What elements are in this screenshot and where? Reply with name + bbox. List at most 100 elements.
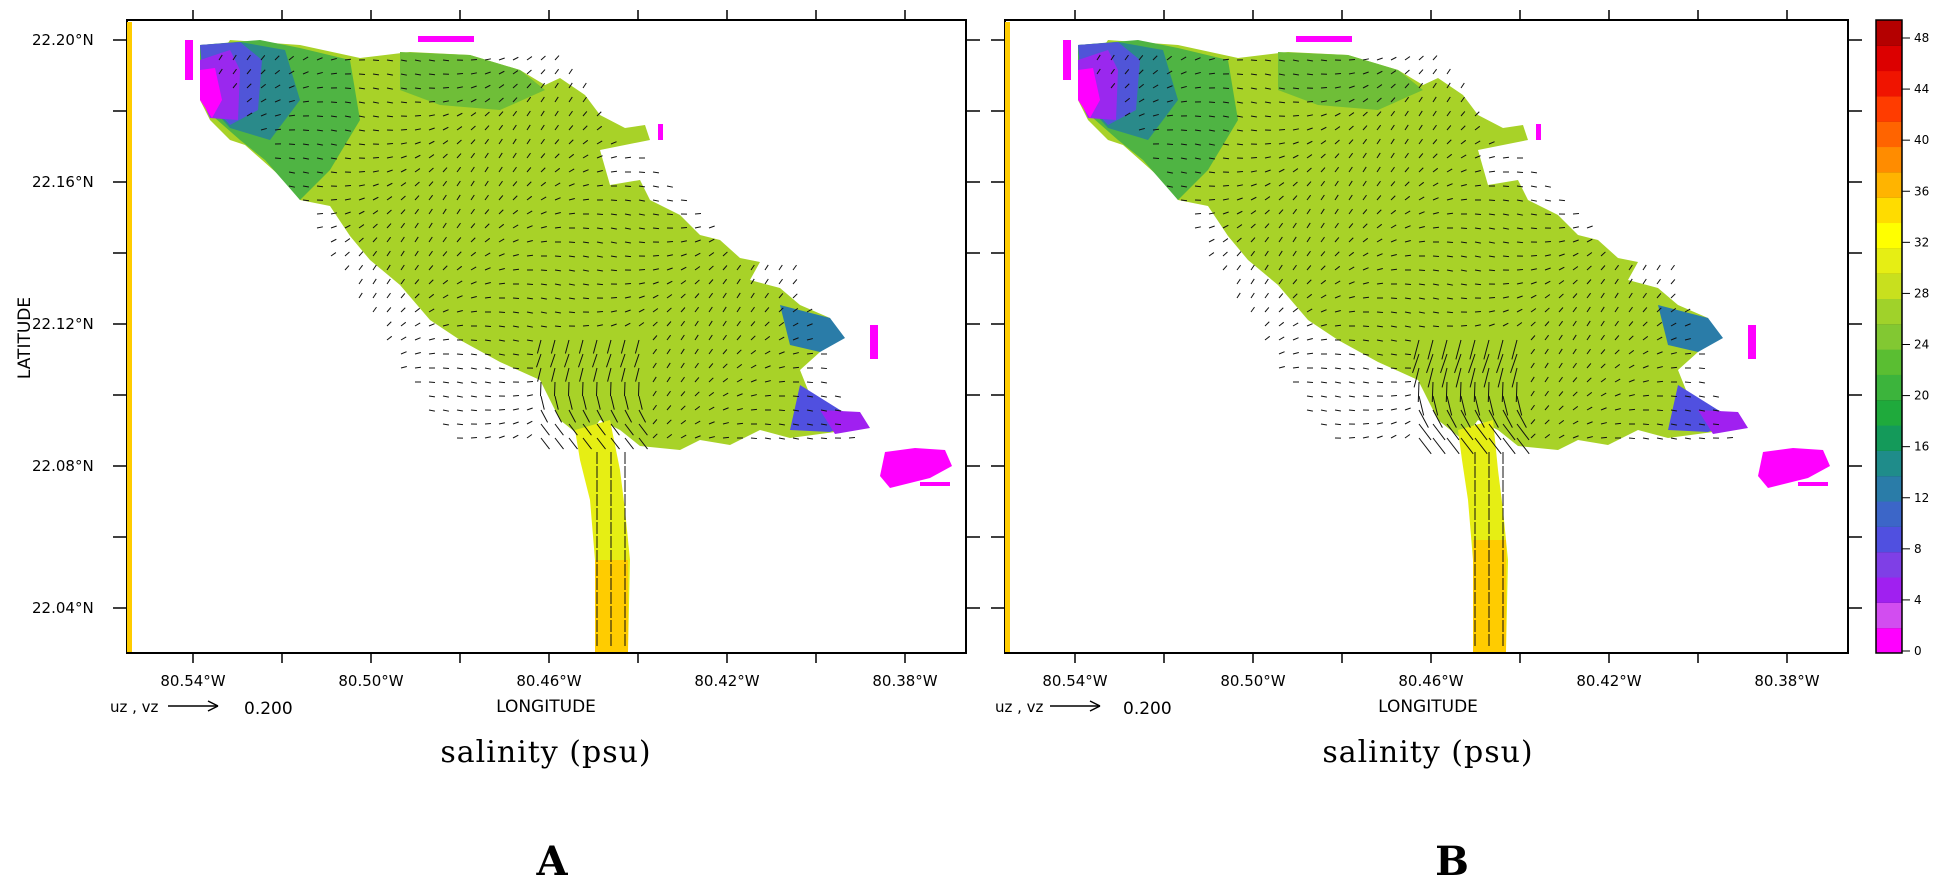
- velocity-vector: [1376, 152, 1381, 159]
- velocity-vector: [834, 423, 842, 426]
- velocity-vector: [344, 157, 352, 160]
- velocity-vector: [1488, 156, 1495, 159]
- velocity-vector: [1250, 196, 1257, 201]
- velocity-vector: [1166, 185, 1173, 188]
- velocity-vector: [1418, 55, 1424, 61]
- velocity-vector: [1496, 353, 1504, 374]
- velocity-vector: [1250, 87, 1257, 90]
- velocity-vector: [540, 55, 546, 61]
- velocity-vector: [400, 293, 406, 299]
- velocity-vector: [1586, 421, 1593, 425]
- velocity-vector: [1124, 83, 1130, 89]
- velocity-vector: [1516, 282, 1523, 285]
- velocity-vector: [526, 240, 533, 243]
- velocity-vector: [1404, 240, 1411, 243]
- velocity-vector: [1474, 283, 1482, 286]
- velocity-vector: [1670, 366, 1678, 369]
- colorbar-frame: [1875, 19, 1903, 654]
- velocity-vector: [1404, 225, 1411, 229]
- velocity-vector: [456, 180, 461, 187]
- velocity-vector: [302, 171, 309, 174]
- velocity-vector: [1334, 139, 1340, 145]
- velocity-vector: [414, 59, 421, 62]
- velocity-vector: [624, 185, 632, 188]
- velocity-vector: [358, 129, 365, 132]
- velocity-vector: [414, 322, 421, 327]
- velocity-vector: [1404, 311, 1411, 314]
- velocity-vector: [652, 185, 659, 188]
- velocity-vector: [260, 98, 267, 103]
- velocity-vector: [1152, 69, 1159, 75]
- velocity-vector: [428, 265, 434, 271]
- velocity-vector: [806, 352, 814, 355]
- velocity-vector: [1474, 241, 1481, 244]
- velocity-vector: [386, 182, 393, 187]
- velocity-vector: [708, 225, 715, 229]
- velocity-vector: [456, 324, 464, 327]
- velocity-vector: [624, 156, 632, 159]
- velocity-vector: [1642, 350, 1649, 355]
- velocity-vector: [1460, 409, 1471, 428]
- velocity-vector: [750, 408, 758, 411]
- velocity-vector: [1376, 339, 1383, 342]
- velocity-vector: [1320, 265, 1326, 271]
- x-tick-label: 80.50°W: [338, 672, 403, 690]
- velocity-vector: [1614, 378, 1621, 383]
- velocity-vector: [1558, 419, 1565, 425]
- velocity-vector: [1278, 321, 1285, 327]
- velocity-vector: [1180, 157, 1187, 160]
- velocity-vector: [386, 101, 393, 104]
- colorbar-swatch: [1876, 197, 1902, 224]
- velocity-vector: [456, 194, 461, 201]
- velocity-vector: [680, 391, 686, 397]
- velocity-vector: [414, 293, 420, 299]
- velocity-vector: [1348, 139, 1354, 145]
- velocity-vector: [1320, 251, 1326, 257]
- velocity-vector: [1427, 339, 1434, 360]
- velocity-vector: [1334, 251, 1340, 257]
- velocity-vector: [1292, 279, 1298, 285]
- velocity-vector: [1474, 125, 1481, 131]
- velocity-vector: [1376, 166, 1381, 173]
- velocity-vector: [428, 395, 436, 398]
- velocity-vector: [610, 269, 618, 272]
- velocity-vector: [372, 250, 378, 257]
- velocity-vector: [1278, 155, 1285, 159]
- velocity-vector: [400, 59, 407, 62]
- velocity-vector: [553, 381, 556, 397]
- velocity-vector: [694, 435, 701, 439]
- basin-west-magenta-b: [1078, 68, 1100, 118]
- velocity-vector: [652, 321, 658, 327]
- velocity-vector: [428, 293, 435, 299]
- velocity-vector: [540, 110, 545, 117]
- velocity-vector: [764, 321, 770, 327]
- velocity-vector: [1320, 180, 1326, 187]
- x-tick-label: 80.42°W: [694, 672, 759, 690]
- velocity-vector: [372, 223, 378, 229]
- velocity-vector: [778, 437, 785, 440]
- velocity-vector: [344, 198, 351, 201]
- velocity-vector: [750, 437, 758, 440]
- speck-a5: [920, 482, 950, 486]
- velocity-vector: [680, 240, 687, 243]
- velocity-vector: [386, 73, 393, 76]
- velocity-vector: [1474, 437, 1488, 455]
- velocity-vector: [1194, 129, 1202, 132]
- velocity-vector: [470, 125, 476, 131]
- velocity-vector: [1166, 171, 1173, 174]
- velocity-vector: [1236, 264, 1242, 271]
- velocity-vector: [540, 311, 547, 314]
- velocity-vector: [565, 367, 570, 382]
- velocity-vector: [1320, 236, 1325, 243]
- velocity-vector: [596, 227, 604, 230]
- velocity-vector: [1418, 423, 1432, 441]
- velocity-vector: [1502, 255, 1510, 258]
- colorbar-swatch: [1876, 450, 1902, 477]
- velocity-vector: [498, 268, 505, 271]
- velocity-vector: [652, 419, 658, 425]
- velocity-vector: [1474, 155, 1481, 159]
- velocity-vector: [1376, 282, 1384, 285]
- velocity-vector: [484, 367, 491, 370]
- velocity-vector: [512, 239, 519, 243]
- velocity-vector: [1572, 405, 1579, 411]
